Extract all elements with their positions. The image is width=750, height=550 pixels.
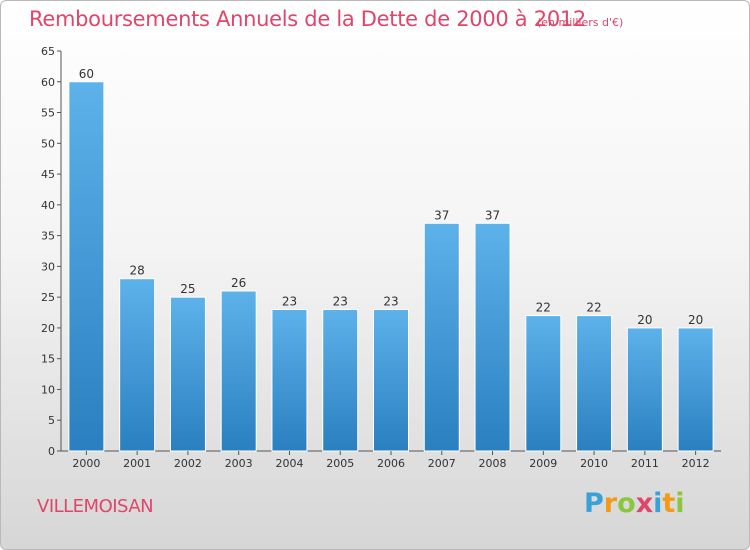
x-tick-label: 2009	[529, 457, 557, 470]
bar-value-label: 20	[688, 313, 703, 327]
x-tick-label: 2010	[580, 457, 608, 470]
bar	[220, 290, 257, 452]
x-tick-label: 2008	[479, 457, 507, 470]
chart-title: Remboursements Annuels de la Dette de 20…	[29, 7, 586, 31]
bar	[68, 81, 105, 452]
y-tick-label: 0	[48, 445, 55, 458]
y-tick-label: 25	[41, 291, 55, 304]
y-tick-label: 40	[41, 199, 55, 212]
x-tick-label: 2002	[174, 457, 202, 470]
x-tick-label: 2003	[225, 457, 253, 470]
bar-value-label: 60	[79, 67, 94, 81]
chart-subtitle: (en milliers d'€)	[537, 16, 624, 29]
y-tick-label: 55	[41, 107, 55, 120]
bar-value-label: 37	[485, 208, 500, 222]
x-tick-label: 2006	[377, 457, 405, 470]
logo-letter: P	[584, 488, 604, 519]
bar	[271, 308, 308, 452]
logo-letter: i	[653, 488, 663, 519]
y-tick-label: 5	[48, 414, 55, 427]
y-tick-label: 65	[41, 45, 55, 58]
y-tick-label: 50	[41, 137, 55, 150]
y-tick-label: 10	[41, 383, 55, 396]
bar	[322, 308, 359, 452]
x-tick-label: 2011	[631, 457, 659, 470]
bar-value-label: 25	[180, 282, 195, 296]
y-tick-label: 35	[41, 230, 55, 243]
bar-value-label: 23	[282, 294, 297, 308]
x-tick-label: 2001	[123, 457, 151, 470]
proxiti-logo[interactable]: Proxiti	[584, 488, 685, 519]
logo-letter: x	[635, 488, 654, 519]
logo-letter: i	[675, 488, 685, 519]
bar	[677, 327, 714, 452]
bar	[626, 327, 663, 452]
y-tick-label: 30	[41, 260, 55, 273]
y-tick-label: 15	[41, 353, 55, 366]
logo-letter: t	[662, 488, 676, 519]
bar-value-label: 20	[637, 313, 652, 327]
bar	[525, 315, 562, 452]
x-tick-label: 2012	[682, 457, 710, 470]
bar	[423, 222, 460, 452]
logo-letter: o	[617, 488, 636, 519]
x-tick-label: 2000	[72, 457, 100, 470]
bar-value-label: 23	[383, 294, 398, 308]
bar-value-label: 26	[231, 276, 246, 290]
bar	[169, 296, 206, 452]
y-tick-label: 60	[41, 76, 55, 89]
bar-value-label: 28	[130, 264, 145, 278]
x-tick-label: 2004	[275, 457, 303, 470]
x-tick-label: 2005	[326, 457, 354, 470]
bar	[576, 315, 613, 452]
bar	[119, 278, 156, 452]
logo-letter: r	[603, 488, 618, 519]
bar-value-label: 22	[586, 301, 601, 315]
x-tick-label: 2007	[428, 457, 456, 470]
y-tick-label: 20	[41, 322, 55, 335]
bar	[474, 222, 511, 452]
town-name: VILLEMOISAN	[37, 496, 154, 517]
bar	[373, 308, 409, 452]
y-tick-label: 45	[41, 168, 55, 181]
bar-value-label: 37	[434, 208, 449, 222]
bar-value-label: 23	[333, 294, 348, 308]
bar-value-label: 22	[536, 301, 551, 315]
